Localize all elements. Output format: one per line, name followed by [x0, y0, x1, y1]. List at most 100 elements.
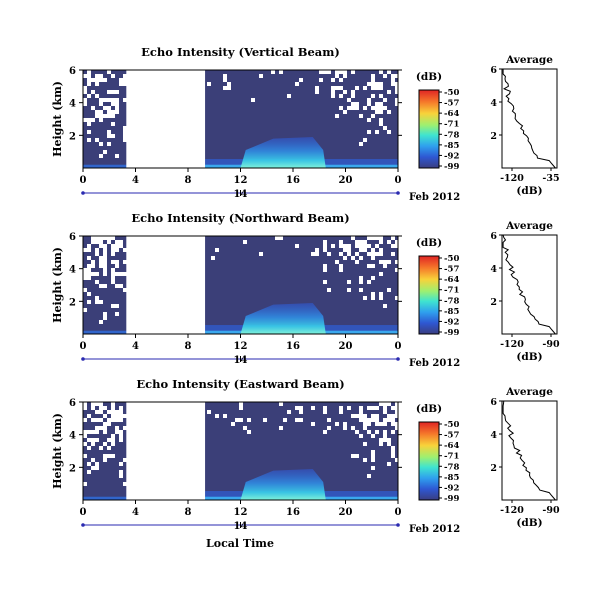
no-data-cell	[387, 130, 391, 134]
no-data-cell	[395, 296, 399, 300]
y-tick-label: 2	[69, 463, 76, 474]
no-data-cell	[339, 94, 343, 98]
no-data-cell	[395, 260, 399, 264]
no-data-cell	[99, 154, 103, 158]
no-data-cell	[367, 422, 371, 426]
no-data-cell	[103, 78, 107, 82]
no-data-cell	[211, 256, 215, 260]
profile-x-label: (dB)	[516, 185, 542, 197]
colorbar-tick-label: -92	[444, 483, 459, 493]
no-data-cell	[339, 252, 343, 256]
no-data-cell	[91, 466, 95, 470]
no-data-cell	[371, 418, 375, 422]
no-data-cell	[379, 94, 383, 98]
no-data-cell	[383, 430, 387, 434]
no-data-cell	[243, 240, 247, 244]
no-data-cell	[367, 430, 371, 434]
no-data-cell	[115, 248, 119, 252]
no-data-cell	[91, 118, 95, 122]
no-data-cell	[111, 410, 115, 414]
no-data-cell	[115, 410, 119, 414]
no-data-cell	[227, 86, 231, 90]
no-data-cell	[391, 82, 395, 86]
no-data-cell	[91, 418, 95, 422]
no-data-cell	[339, 78, 343, 82]
no-data-cell	[95, 430, 99, 434]
no-data-cell	[91, 264, 95, 268]
no-data-cell	[87, 248, 91, 252]
no-data-cell	[367, 406, 371, 410]
no-data-cell	[379, 102, 383, 106]
no-data-cell	[391, 252, 395, 256]
no-data-cell	[123, 138, 127, 142]
no-data-cell	[107, 106, 111, 110]
no-data-cell	[379, 272, 383, 276]
no-data-cell	[223, 78, 227, 82]
no-data-cell	[111, 438, 115, 442]
no-data-cell	[279, 70, 283, 74]
no-data-cell	[119, 438, 123, 442]
no-data-cell	[379, 248, 383, 252]
no-data-cell	[387, 260, 391, 264]
profile-title: Average	[505, 220, 553, 232]
no-data-cell	[391, 78, 395, 82]
no-data-cell	[111, 252, 115, 256]
average-profile-line	[502, 234, 556, 335]
no-data-cell	[83, 248, 87, 252]
no-data-cell	[347, 280, 351, 284]
no-data-cell	[107, 98, 111, 102]
no-data-cell	[351, 236, 355, 240]
no-data-cell	[123, 426, 127, 430]
no-data-cell	[351, 90, 355, 94]
no-data-cell	[335, 260, 339, 264]
no-data-cell	[383, 126, 387, 130]
no-data-cell	[83, 102, 87, 106]
profile-title: Average	[505, 54, 553, 66]
no-data-cell	[111, 434, 115, 438]
no-data-cell	[331, 244, 335, 248]
no-data-cell	[103, 264, 107, 268]
no-data-cell	[87, 74, 91, 78]
no-data-cell	[123, 98, 127, 102]
no-data-cell	[103, 268, 107, 272]
no-data-cell	[355, 102, 359, 106]
no-data-cell	[395, 410, 399, 414]
no-data-cell	[311, 422, 315, 426]
no-data-cell	[87, 256, 91, 260]
profile-y-tick-label: 4	[490, 430, 497, 441]
y-tick-label: 4	[69, 265, 76, 276]
no-data-cell	[371, 94, 375, 98]
no-data-cell	[123, 82, 127, 86]
y-tick-label: 6	[69, 398, 76, 409]
no-data-cell	[87, 268, 91, 272]
no-data-cell	[383, 418, 387, 422]
no-data-cell	[99, 418, 103, 422]
data-gap	[126, 236, 206, 334]
no-data-cell	[355, 430, 359, 434]
no-data-cell	[387, 462, 391, 466]
no-data-cell	[347, 244, 351, 248]
no-data-cell	[383, 422, 387, 426]
no-data-cell	[355, 260, 359, 264]
no-data-cell	[343, 248, 347, 252]
no-data-cell	[371, 458, 375, 462]
no-data-cell	[351, 414, 355, 418]
no-data-cell	[119, 462, 123, 466]
no-data-cell	[343, 256, 347, 260]
no-data-cell	[379, 122, 383, 126]
no-data-cell	[315, 90, 319, 94]
no-data-cell	[83, 288, 87, 292]
y-tick-label: 6	[69, 232, 76, 243]
date-label: Feb 2012	[409, 192, 460, 203]
no-data-cell	[103, 150, 107, 154]
no-data-cell	[387, 414, 391, 418]
no-data-cell	[323, 264, 327, 268]
no-data-cell	[247, 418, 251, 422]
no-data-cell	[103, 114, 107, 118]
no-data-cell	[351, 102, 355, 106]
no-data-cell	[119, 474, 123, 478]
no-data-cell	[111, 418, 115, 422]
no-data-cell	[103, 316, 107, 320]
x-tick-label: 4	[132, 341, 139, 352]
colorbar-tick-label: -99	[444, 162, 459, 172]
